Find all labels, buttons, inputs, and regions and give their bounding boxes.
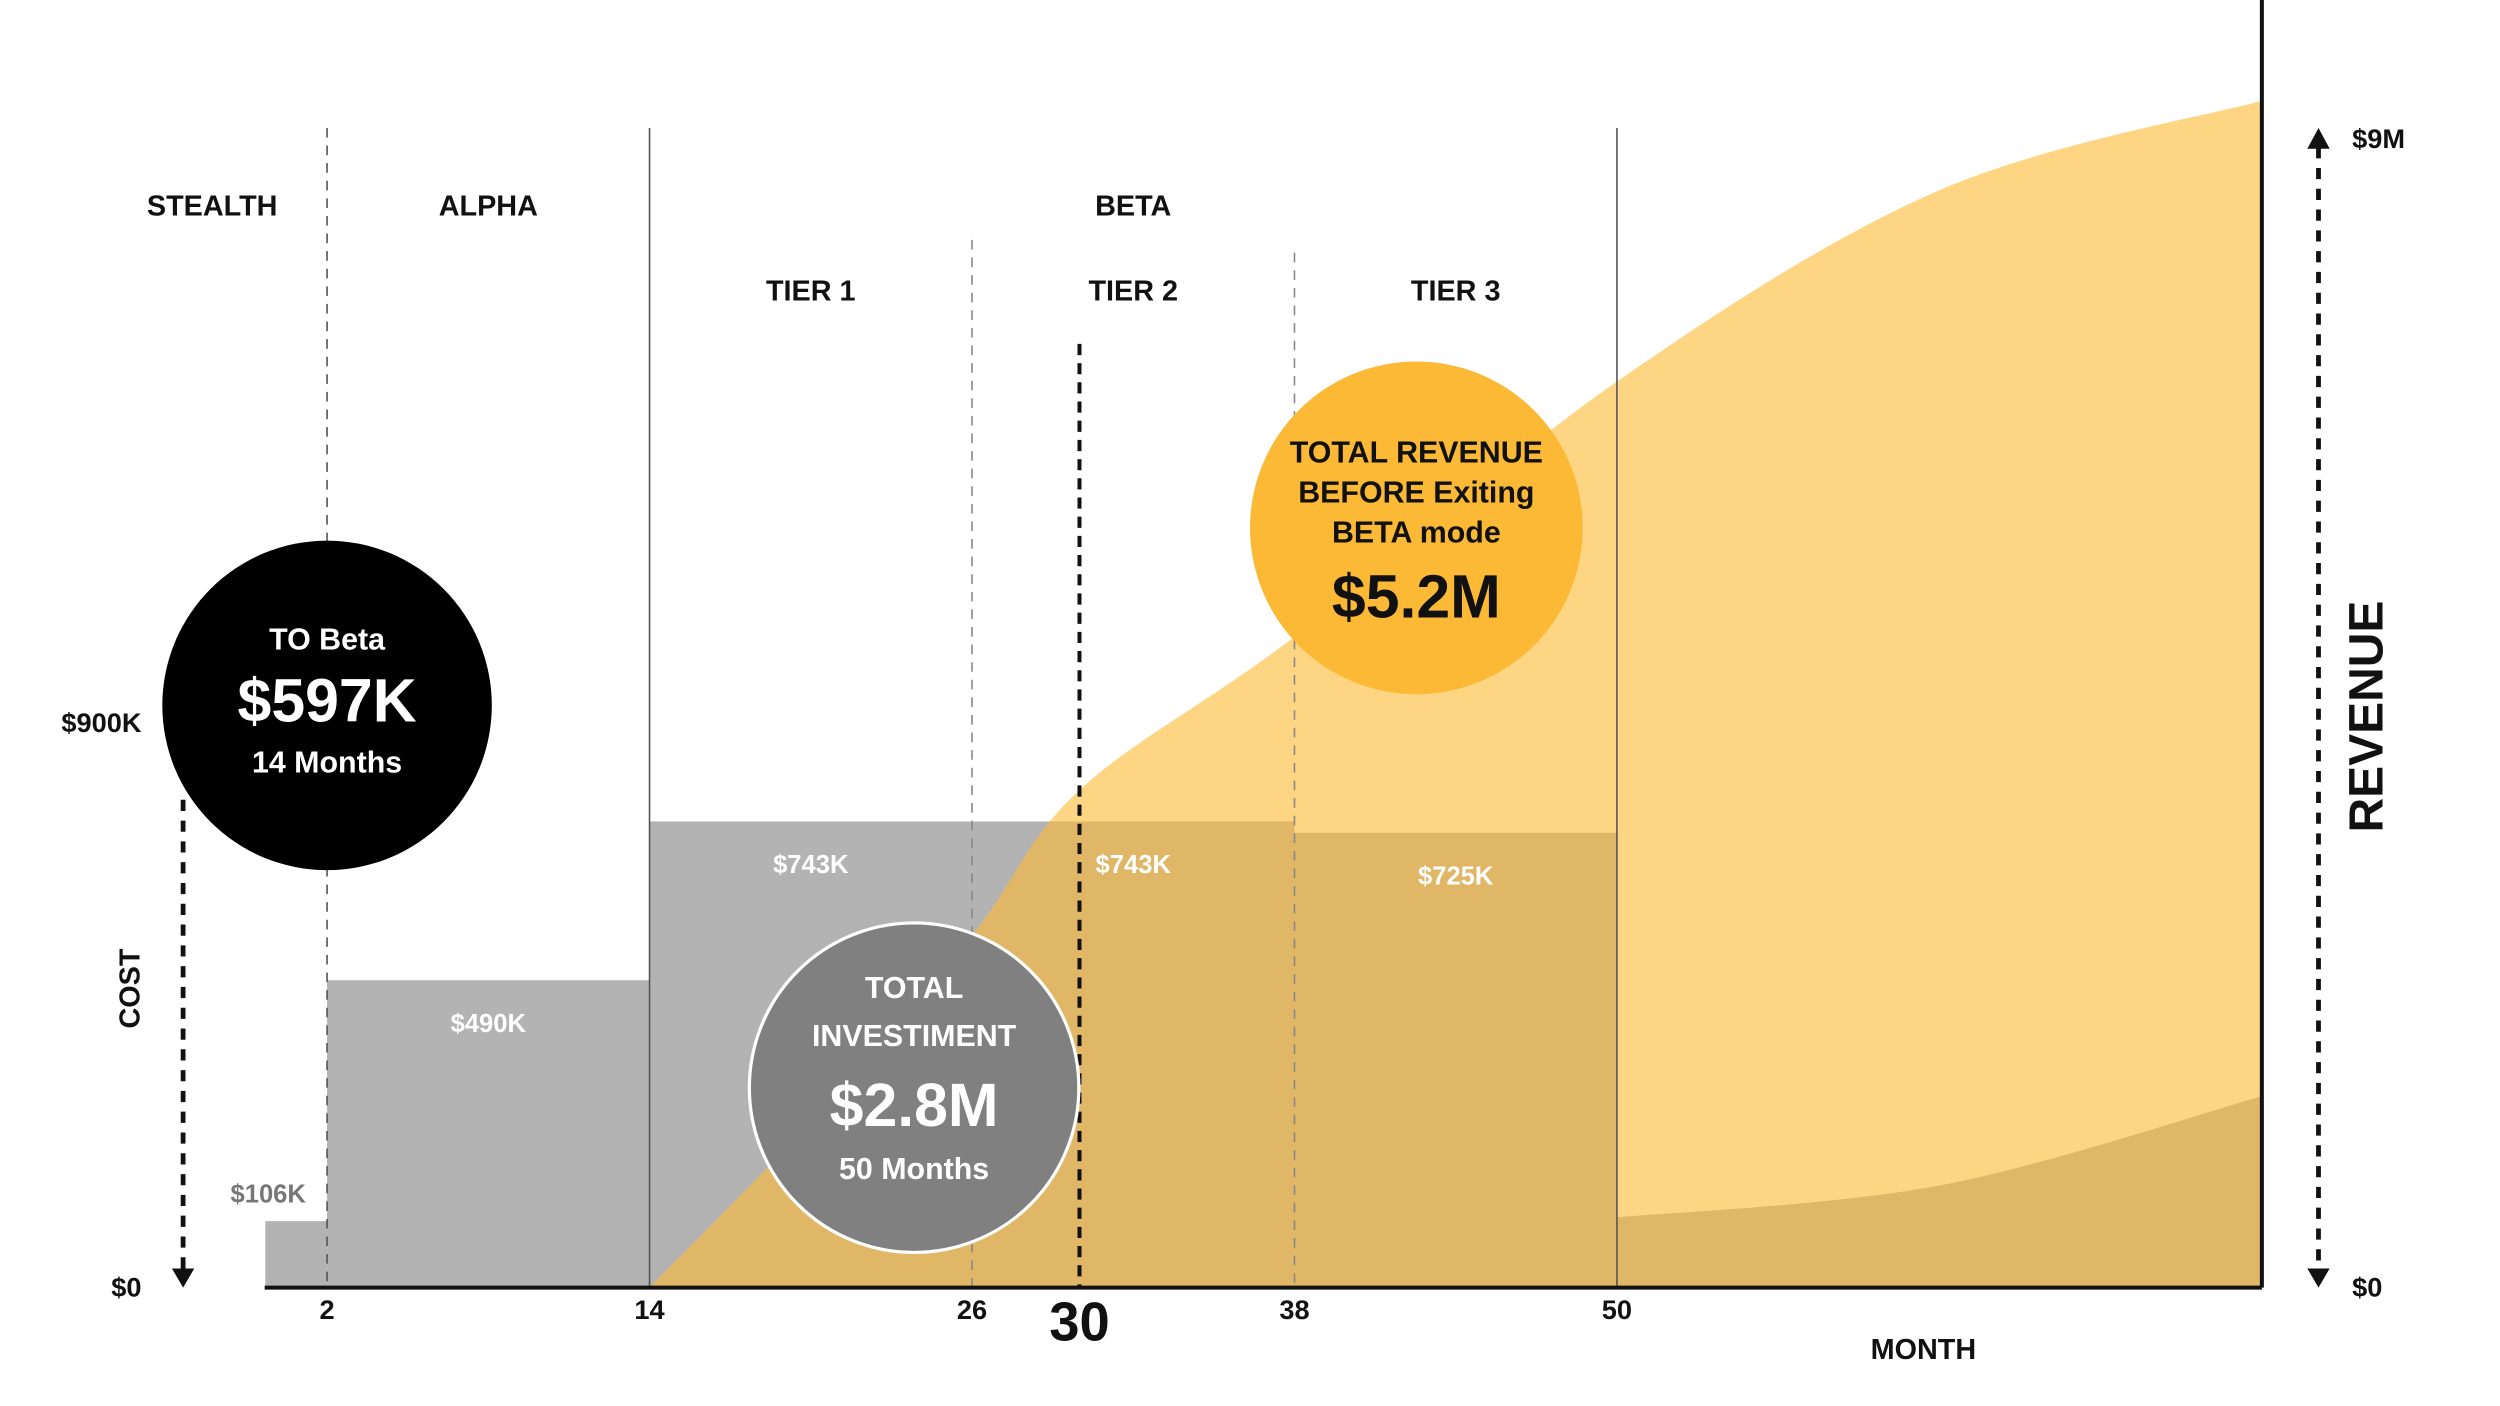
- cost-overlap: [1294, 832, 1617, 1288]
- annotation-text: $5.2M: [1332, 562, 1501, 630]
- annotation-text: TO Beta: [269, 622, 386, 656]
- x-tick-label: 2: [320, 1294, 335, 1325]
- x-tick-label: 38: [1279, 1294, 1309, 1325]
- y-axis-label: COST: [115, 948, 147, 1028]
- x-axis-label: MONTH: [1871, 1334, 1977, 1366]
- x-tick-label: 50: [1602, 1294, 1632, 1325]
- bar-label: $743K: [1096, 851, 1172, 879]
- annotation-text: $2.8M: [830, 1071, 999, 1139]
- bar-label: $743K: [773, 851, 849, 879]
- y2-tick-label: $9M: [2352, 123, 2405, 154]
- cost-bar: [265, 1221, 328, 1288]
- annotation-text: 50 Months: [839, 1152, 989, 1186]
- annotation-circle: [747, 921, 1081, 1255]
- phase-label: BETA: [1095, 191, 1171, 223]
- phase-label: STEALTH: [147, 191, 278, 223]
- annotation-text: TOTAL REVENUE: [1290, 435, 1543, 469]
- bar-label: $490K: [451, 1010, 527, 1038]
- revenue-area-inner: [1616, 1096, 2262, 1288]
- y-tick-label: $900K: [61, 707, 141, 738]
- phase-label: ALPHA: [439, 191, 538, 223]
- arrow-head: [171, 1268, 195, 1288]
- annotation-text: $597K: [238, 666, 417, 734]
- bar-label: $725K: [1418, 862, 1494, 890]
- y2-axis-label: REVENUE: [2340, 601, 2393, 833]
- bar-label: $106K: [231, 1180, 307, 1208]
- cost-bar: [327, 980, 650, 1288]
- annotation-text: 14 Months: [252, 746, 402, 780]
- tier-label: TIER 1: [766, 275, 856, 307]
- x-tick-label: 26: [957, 1294, 987, 1325]
- y-tick-label: $0: [111, 1271, 141, 1302]
- y2-tick-label: $0: [2352, 1271, 2382, 1302]
- arrow-head: [2307, 127, 2330, 149]
- annotation-circle: [1250, 361, 1583, 695]
- x-tick-label: 14: [634, 1294, 664, 1325]
- annotation-text: BETA mode: [1332, 515, 1501, 549]
- highlight-label: 30: [1049, 1291, 1109, 1352]
- annotation-text: INVESTIMENT: [812, 1019, 1017, 1053]
- tier-label: TIER 2: [1088, 275, 1178, 307]
- annotation-text: TOTAL: [865, 971, 963, 1005]
- layers: $106K $490K $743K $743K $725K STEALTH ALPHA BET…: [61, 0, 2405, 1366]
- annotation-circle: [162, 540, 492, 871]
- tier-label: TIER 3: [1411, 275, 1501, 307]
- arrow-head: [2307, 1268, 2330, 1288]
- annotation-text: BEFORE Exiting: [1298, 475, 1534, 509]
